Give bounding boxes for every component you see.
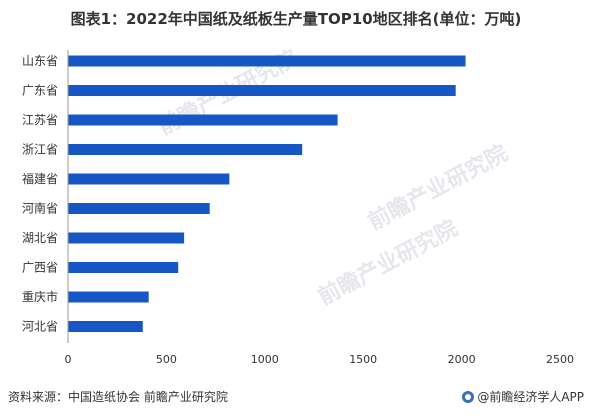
x-tick-label-3: 1500: [349, 353, 377, 366]
category-label-2: 江苏省: [22, 113, 58, 127]
category-label-7: 广西省: [22, 261, 58, 275]
x-tick-label-1: 500: [156, 353, 177, 366]
category-label-0: 山东省: [22, 54, 58, 68]
category-label-5: 河南省: [22, 201, 58, 216]
chart-title: 图表1：2022年中国纸及纸板生产量TOP10地区排名(单位：万吨): [70, 10, 522, 28]
bar-3: [68, 144, 303, 155]
bar-5: [68, 203, 210, 214]
category-label-9: 河北省: [22, 320, 58, 334]
category-label-8: 重庆市: [22, 289, 58, 304]
bar-4: [68, 173, 230, 185]
brand-label: @前瞻经济学人APP: [477, 390, 584, 404]
bar-9: [68, 321, 143, 332]
x-tick-label-5: 2500: [546, 353, 574, 366]
x-tick-label-4: 2000: [448, 353, 476, 366]
category-label-4: 福建省: [22, 171, 58, 186]
bars-group: [68, 55, 466, 332]
bar-1: [68, 85, 456, 96]
bar-8: [68, 291, 149, 303]
source-note: 资料来源：中国造纸协会 前瞻产业研究院: [8, 390, 228, 404]
brand-logo-icon: [462, 390, 475, 403]
x-tick-labels: 0 500 1000 1500 2000 2500: [65, 353, 575, 366]
bar-7: [68, 262, 179, 273]
bar-6: [68, 232, 185, 244]
x-tick-label-2: 1000: [251, 353, 279, 366]
x-tick-label-0: 0: [65, 353, 72, 366]
category-label-6: 湖北省: [22, 230, 58, 245]
bar-0: [68, 55, 466, 67]
bar-2: [68, 114, 338, 126]
category-label-3: 浙江省: [22, 143, 58, 157]
brand-mark: @前瞻经济学人APP: [462, 388, 584, 405]
category-label-1: 广东省: [22, 84, 58, 98]
